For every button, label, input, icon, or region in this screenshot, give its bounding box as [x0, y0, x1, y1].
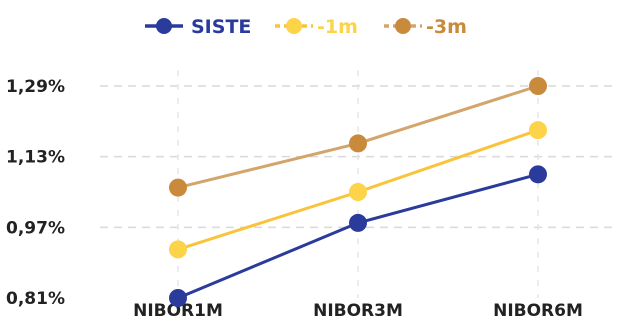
x-tick-label-nibor6m: NIBOR6M — [493, 301, 583, 321]
y-tick-label-1-29: 1,29% — [6, 77, 65, 97]
point-siste-nibor6m — [529, 165, 547, 184]
point-3m-nibor3m — [349, 134, 367, 153]
chart-legend: SISTE -1m -3m — [145, 16, 467, 38]
point-1m-nibor3m — [349, 183, 367, 201]
legend-label-siste: SISTE — [191, 16, 251, 38]
legend-label-3m: -3m — [426, 16, 467, 38]
y-tick-label-0-97: 0,97% — [6, 218, 65, 238]
legend-item-siste: SISTE — [145, 16, 251, 38]
point-3m-nibor1m — [169, 178, 187, 197]
y-axis-tick-labels: 0,81% 0,97% 1,13% 1,29% — [6, 77, 65, 309]
x-tick-label-nibor3m: NIBOR3M — [313, 301, 403, 321]
x-axis-tick-labels: NIBOR1M NIBOR3M NIBOR6M — [133, 301, 583, 321]
legend-swatch-marker-1m — [286, 18, 302, 34]
legend-swatch-marker-3m — [395, 18, 411, 34]
point-1m-nibor6m — [529, 121, 547, 140]
legend-item-1m: -1m — [275, 16, 358, 38]
point-siste-nibor3m — [349, 213, 367, 232]
y-tick-label-1-13: 1,13% — [6, 148, 65, 168]
point-siste-nibor1m — [169, 289, 187, 307]
legend-swatch-marker-siste — [156, 18, 172, 34]
legend-label-1m: -1m — [317, 16, 358, 38]
y-tick-label-0-81: 0,81% — [6, 289, 65, 309]
point-3m-nibor6m — [529, 77, 547, 95]
series-points — [169, 77, 547, 307]
legend-item-3m: -3m — [384, 16, 467, 38]
x-tick-label-nibor1m: NIBOR1M — [133, 301, 223, 321]
point-1m-nibor1m — [169, 240, 187, 259]
